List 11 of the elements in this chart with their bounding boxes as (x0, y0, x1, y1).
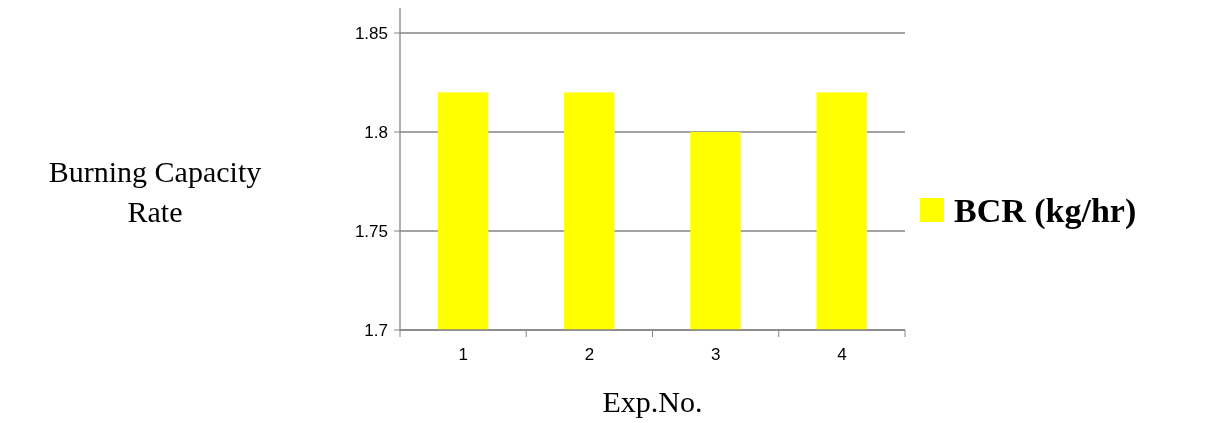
y-tick-label: 1.75 (354, 221, 388, 241)
y-tick-label: 1.7 (364, 320, 388, 340)
x-tick-label: 4 (837, 345, 847, 364)
x-tick-label: 3 (710, 345, 721, 364)
y-tick-label: 1.85 (354, 23, 388, 43)
x-tick-label: 1 (458, 345, 468, 364)
x-tick-label: 2 (584, 345, 595, 364)
x-axis-title: Exp.No. (602, 385, 703, 418)
y-tick-label: 1.8 (364, 122, 388, 142)
y-axis-title: Burning Capacity Rate (48, 155, 262, 228)
legend-label: BCR (kg/hr) (954, 191, 1137, 230)
